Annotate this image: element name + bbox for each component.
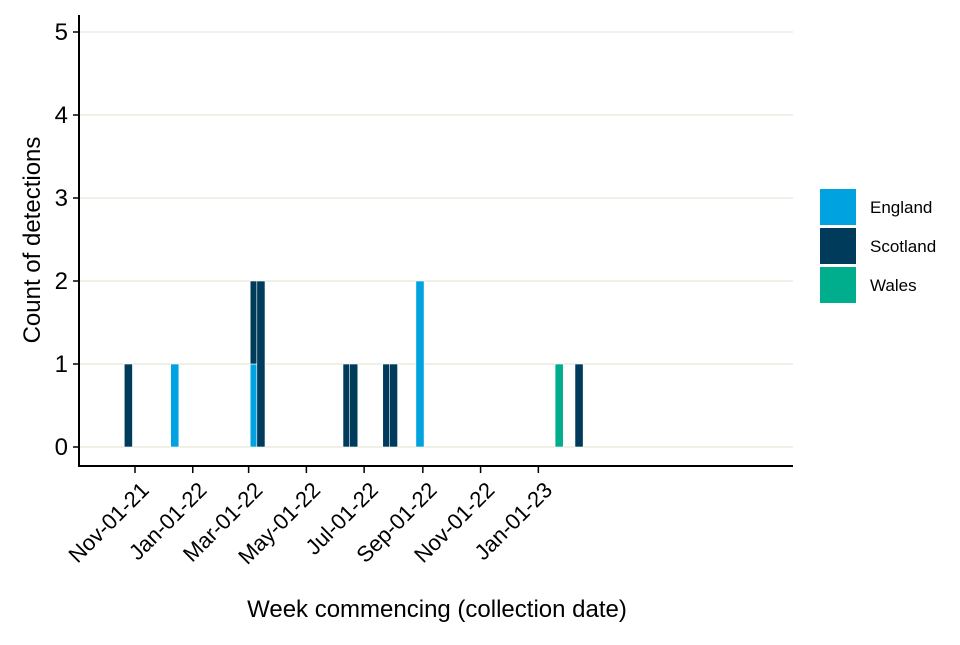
bars [123,280,584,448]
legend-swatch-scotland [820,228,856,264]
y-tick-label: 0 [55,434,68,461]
bar-scotland-2022-08-01 [389,363,398,448]
x-ticks: Nov-01-21Jan-01-22Mar-01-22May-01-22Jul-… [64,466,557,569]
bar-scotland-2021-10-25 [123,363,133,448]
bar-england-2021-12-13 [170,363,180,448]
y-tick-label: 4 [55,102,68,129]
bar-scotland-2022-03-14 [256,280,266,448]
axes [78,15,793,467]
bar-scotland-2022-06-20 [349,363,359,448]
legend-label-england: England [870,198,932,217]
legend-label-wales: Wales [870,276,917,295]
legend-swatch-england [820,189,856,225]
grid-lines [79,31,793,448]
x-axis-title: Week commencing (collection date) [247,596,627,623]
y-tick-label: 1 [55,351,68,378]
legend-label-scotland: Scotland [870,237,936,256]
legend-swatch-wales [820,267,856,303]
y-ticks: 0 1 2 3 4 5 [55,19,79,461]
bar-scotland-2023-02-13 [574,363,584,448]
bar-wales-2023-01-23 [554,363,564,448]
y-tick-label: 2 [55,268,68,295]
y-axis-title: Count of detections [19,137,46,344]
y-tick-label: 5 [55,19,68,46]
legend: England Scotland Wales [820,189,936,303]
y-tick-label: 3 [55,185,68,212]
bar-england-2022-08-29 [415,280,425,448]
